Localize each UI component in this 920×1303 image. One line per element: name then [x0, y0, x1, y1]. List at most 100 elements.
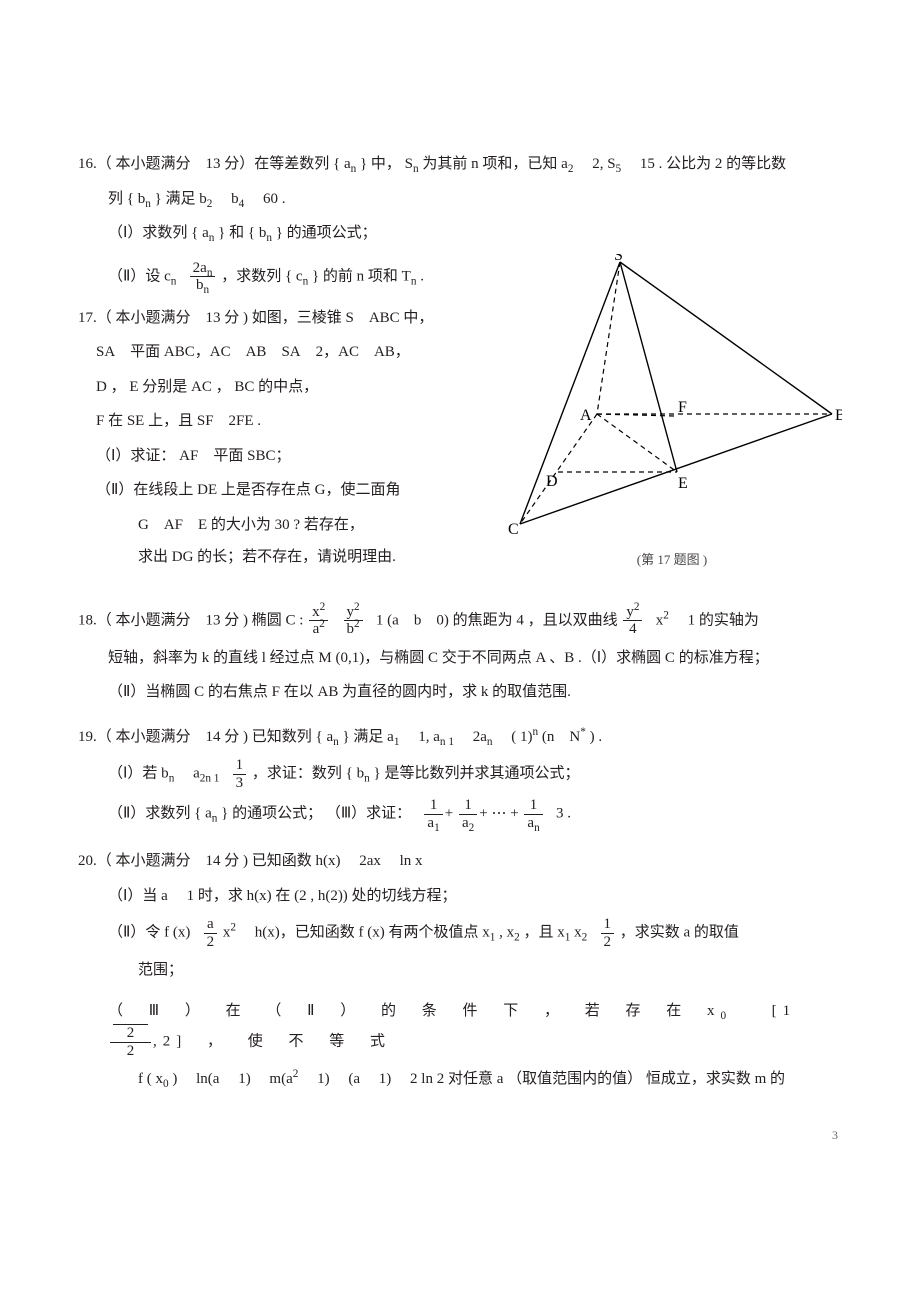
- fraction: 1 a2: [459, 797, 477, 831]
- p17-p2: （Ⅱ）在线段上 DE 上是否存在点 G，使二面角: [78, 476, 492, 505]
- label-D: D: [546, 473, 558, 490]
- p17-stem: 17.（ 本小题满分 13 分 ) 如图，三棱锥 S ABC 中，: [78, 304, 492, 333]
- text: 为其前 n 项和，已知 a: [419, 156, 568, 172]
- fraction: 2 2: [110, 1025, 151, 1059]
- p16-part2-left: （Ⅱ）设 cn 2an bn ，求数列 { cn } 的前 n 项和 Tn . …: [78, 254, 492, 588]
- text: 2a: [454, 729, 487, 745]
- denominator: a2: [459, 815, 477, 832]
- fraction: 2an bn: [190, 260, 216, 294]
- denominator: 2: [601, 934, 615, 951]
- p20-p3: （ Ⅲ ） 在 （ Ⅱ ） 的 条 件 下 ， 若 存 在 x0 [1 2 2 …: [78, 997, 842, 1060]
- text: 16.（ 本小题满分 13 分）在等差数列 { a: [78, 156, 351, 172]
- fraction: 1 2: [601, 916, 615, 950]
- text: (n N: [538, 729, 580, 745]
- p18-l2: 短轴，斜率为 k 的直线 l 经过点 M (0,1)，与椭圆 C 交于不同两点 …: [78, 644, 842, 673]
- p17-p2b: G AF E 的大小为 30 ? 若存在，: [78, 511, 492, 540]
- label-S: S: [614, 254, 623, 264]
- text: } 的通项公式； （Ⅲ）求证：: [217, 805, 411, 821]
- problem-18: 18.（ 本小题满分 13 分 ) 椭圆 C : x2 a2 y2 b2 1 (…: [78, 604, 842, 707]
- p19-stem: 19.（ 本小题满分 14 分 ) 已知数列 { an } 满足 a1 1, a…: [78, 723, 842, 752]
- text: } 是等比数列并求其通项公式；: [370, 765, 580, 781]
- text: ( 1): [493, 729, 533, 745]
- problem-17: 17.（ 本小题满分 13 分 ) 如图，三棱锥 S ABC 中， SA 平面 …: [78, 304, 492, 572]
- text: } 满足 a: [339, 729, 394, 745]
- page-number: 3: [78, 1124, 842, 1147]
- text: a: [174, 765, 199, 781]
- p18-l3: （Ⅱ）当椭圆 C 的右焦点 F 在以 AB 为直径的圆内时，求 k 的取值范围.: [78, 678, 842, 707]
- denominator: 3: [233, 775, 247, 792]
- sub: 0: [720, 1010, 732, 1022]
- text: ，求实数 a 的取值: [620, 924, 739, 940]
- text: x: [570, 924, 581, 940]
- text: 1 (a b 0) 的焦距为 4 ，且以双曲线: [376, 612, 621, 628]
- text: , x: [495, 924, 514, 940]
- numerator: 1: [524, 797, 542, 815]
- label-A: A: [580, 407, 592, 424]
- text: } 的前 n 项和 T: [308, 268, 411, 284]
- p16-stem: 16.（ 本小题满分 13 分）在等差数列 { an } 中， Sn 为其前 n…: [78, 150, 842, 179]
- numerator: 1: [233, 757, 247, 775]
- text: 60 .: [244, 191, 285, 207]
- sub: n: [171, 275, 177, 287]
- text: 15 . 公比为 2 的等比数: [621, 156, 786, 172]
- problem-19: 19.（ 本小题满分 14 分 ) 已知数列 { an } 满足 a1 1, a…: [78, 723, 842, 832]
- p16-part2: （Ⅱ）设 cn 2an bn ，求数列 { cn } 的前 n 项和 Tn .: [78, 260, 492, 294]
- text: ，求数列 { c: [221, 268, 302, 284]
- p20-p2h: 范围；: [78, 956, 842, 985]
- tetrahedron-svg: S A B C D E F: [502, 254, 842, 544]
- text: } 和 { b: [214, 225, 266, 241]
- label-E: E: [678, 475, 688, 492]
- denominator: a2: [309, 621, 328, 638]
- p17-p2c: 求出 DG 的长；若不存在，请说明理由.: [78, 543, 492, 572]
- text: ，求证：数列 { b: [252, 765, 364, 781]
- fraction: 1 3: [233, 757, 247, 791]
- problem-16: 16.（ 本小题满分 13 分）在等差数列 { an } 中， Sn 为其前 n…: [78, 150, 842, 588]
- text: （Ⅰ）若 b: [108, 765, 169, 781]
- figure-caption: (第 17 题图 ): [502, 548, 842, 573]
- text: [1: [772, 1003, 797, 1019]
- denominator: an: [524, 815, 542, 832]
- denominator: 2: [110, 1043, 151, 1060]
- fraction: 1 a1: [424, 797, 442, 831]
- label-C: C: [508, 521, 519, 538]
- p17-l2: D ， E 分别是 AC ， BC 的中点，: [78, 373, 492, 402]
- numerator: 1: [601, 916, 615, 934]
- text: 1, a: [399, 729, 439, 745]
- denominator: bn: [190, 277, 216, 294]
- text: （Ⅱ）求数列 { a: [108, 805, 212, 821]
- numerator: y2: [623, 604, 642, 622]
- label-B: B: [835, 407, 842, 424]
- p20-stem: 20.（ 本小题满分 14 分 ) 已知函数 h(x) 2ax ln x: [78, 847, 842, 876]
- p20-p2: （Ⅱ）令 f (x) a 2 x2 h(x)，已知函数 f (x) 有两个极值点…: [78, 916, 842, 950]
- fraction: y2 4: [623, 604, 642, 638]
- text: f ( x: [138, 1071, 163, 1087]
- text: 1 的实轴为: [669, 612, 759, 628]
- denominator: a1: [424, 815, 442, 832]
- text: 1) (a 1) 2 ln 2 对任意 a （取值范围内的值） 恒成立，求实数 …: [298, 1071, 785, 1087]
- text: 3 .: [556, 805, 571, 821]
- numerator: a: [204, 916, 218, 934]
- numerator: 1: [459, 797, 477, 815]
- p19-p2: （Ⅱ）求数列 { an } 的通项公式； （Ⅲ）求证： 1 a1 + 1 a2 …: [78, 797, 842, 831]
- text: （Ⅱ）设 c: [108, 268, 171, 284]
- text: b: [212, 191, 238, 207]
- numerator: 2: [110, 1025, 151, 1043]
- denominator: 4: [623, 621, 642, 638]
- fraction: a 2: [204, 916, 218, 950]
- figure-17: S A B C D E F (第 17 题图 ): [502, 254, 842, 573]
- text: （Ⅰ）求数列 { a: [108, 225, 209, 241]
- sub: n 1: [440, 736, 454, 748]
- text: （ Ⅲ ） 在 （ Ⅱ ） 的 条 件 下 ， 若 存 在 x: [108, 1003, 720, 1019]
- fraction: x2 a2: [309, 604, 328, 638]
- text: ,2] ， 使 不 等 式: [153, 1033, 391, 1049]
- denominator: b2: [344, 621, 363, 638]
- text: } 中， S: [356, 156, 413, 172]
- text: （Ⅱ）令 f (x): [108, 924, 190, 940]
- p19-p1: （Ⅰ）若 bn a2n 1 1 3 ，求证：数列 { bn } 是等比数列并求其…: [78, 757, 842, 791]
- text: ) .: [586, 729, 602, 745]
- p16-part1: （Ⅰ）求数列 { an } 和 { bn } 的通项公式；: [78, 219, 842, 248]
- p16-line2: 列 { bn } 满足 b2 b4 60 .: [78, 185, 842, 214]
- text: 18.（ 本小题满分 13 分 ) 椭圆 C :: [78, 612, 307, 628]
- text: 列 { b: [108, 191, 145, 207]
- page: 16.（ 本小题满分 13 分）在等差数列 { an } 中， Sn 为其前 n…: [0, 0, 920, 1186]
